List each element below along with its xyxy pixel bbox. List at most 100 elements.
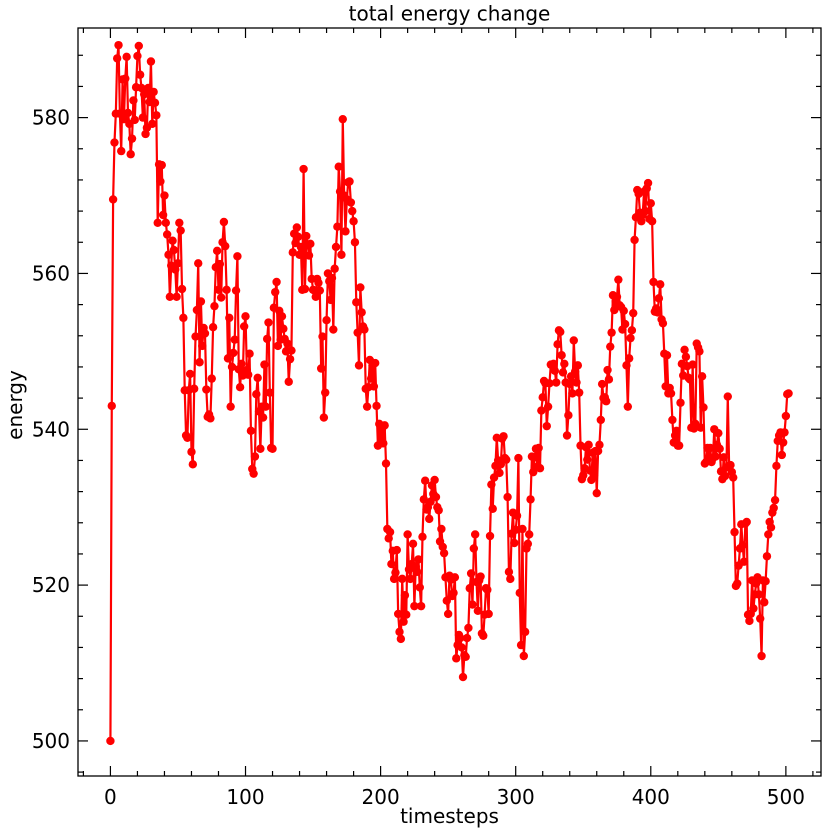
data-point [250,452,260,461]
data-point [560,359,569,369]
data-point [512,511,522,520]
data-point [354,361,364,370]
data-point [331,242,341,252]
data-point [623,402,633,411]
data-point [530,453,539,462]
data-point [552,378,561,387]
data-point [261,402,270,411]
data-point [207,374,216,383]
data-point [353,328,362,337]
data-point [658,319,668,328]
data-point [515,588,524,598]
data-point [419,495,429,504]
data-point [268,444,277,453]
data-point [468,600,477,609]
x-tick-label: 400 [632,785,670,809]
data-point [135,70,145,79]
data-point [161,218,171,227]
data-point [244,370,253,379]
data-point [452,654,461,663]
data-point [256,444,265,453]
data-point [176,226,185,235]
data-point [146,57,156,66]
y-axis-label: energy [3,370,27,440]
data-point [169,245,179,255]
data-point [349,217,358,226]
data-point [738,541,747,550]
data-point [277,312,287,321]
data-point [592,488,601,498]
data-point [258,413,268,422]
data-point [252,390,261,399]
data-point [149,87,158,97]
data-point [110,138,119,147]
data-point [485,531,495,541]
data-point [562,431,572,440]
data-point [177,284,187,294]
data-point [334,162,343,171]
data-point [226,402,235,411]
x-tick-label: 100 [226,785,264,809]
data-point [653,308,662,317]
data-point [764,530,773,539]
data-point [597,379,607,389]
plot-frame [77,27,822,777]
data-point [696,423,705,432]
data-point [108,195,118,204]
data-point [733,579,742,588]
data-point [573,361,583,370]
data-point [185,369,195,379]
data-point [510,538,519,548]
data-point [341,227,350,236]
data-point [194,259,203,268]
data-point [366,374,376,383]
data-point [680,345,689,354]
data-point [579,471,588,480]
data-point [630,235,639,245]
data-point [654,294,664,303]
data-point [316,364,326,373]
data-point [302,231,311,241]
data-point [379,439,388,448]
data-point [410,601,419,611]
data-point [697,372,707,381]
data-point [106,736,115,746]
data-point [403,530,412,539]
data-point [139,90,149,99]
data-point [730,527,739,537]
data-point [395,627,404,637]
data-point [231,286,241,295]
data-point [473,606,483,616]
data-point [602,397,611,406]
plot-area [77,27,822,777]
data-point [780,428,789,437]
data-point [629,308,638,318]
data-point [217,293,226,302]
x-tick-label: 0 [104,785,117,809]
data-point [188,460,198,469]
data-point [483,585,492,594]
data-point [134,41,143,51]
data-point [385,527,395,537]
data-point [156,177,165,186]
data-point [219,217,229,227]
data-point [123,108,133,118]
data-point [214,285,223,294]
data-point [179,313,188,323]
data-point [568,389,577,398]
data-point [287,346,296,355]
data-point [183,433,192,443]
data-point [537,406,546,415]
data-point [416,601,426,611]
data-point [550,366,560,376]
data-point [237,359,246,369]
data-point [614,275,623,284]
data-point [681,352,691,362]
data-point [439,548,449,558]
data-point [160,191,169,200]
data-point [235,383,245,392]
data-point [165,292,175,302]
data-point [437,524,446,534]
data-point [311,292,320,302]
data-point [777,450,787,460]
